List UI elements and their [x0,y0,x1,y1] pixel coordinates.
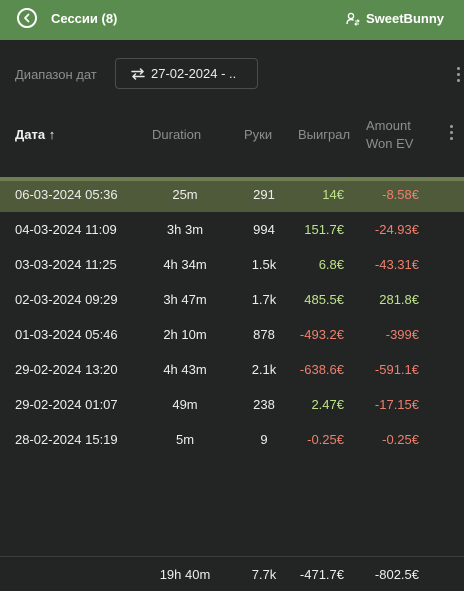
cell-date: 03-03-2024 11:25 [15,257,117,272]
cell-date: 06-03-2024 05:36 [15,187,118,202]
table-row[interactable]: 02-03-2024 09:29 3h 47m 1.7k 485.5€ 281.… [0,282,464,317]
cell-date: 01-03-2024 05:46 [15,327,118,342]
date-range-button[interactable]: 27-02-2024 - .. [115,58,258,89]
cell-duration: 5m [175,432,195,447]
cell-duration: 25m [172,187,198,202]
date-range-label: Диапазон дат [15,67,97,82]
cell-hands: 1.7k [251,292,277,307]
cell-date: 28-02-2024 15:19 [15,432,118,447]
cell-won: 14€ [322,187,344,202]
table-row[interactable]: 28-02-2024 15:19 5m 9 -0.25€ -0.25€ [0,422,464,457]
footer-divider [0,556,464,557]
cell-duration: 3h 47m [163,292,207,307]
cell-duration: 49m [172,397,198,412]
cell-hands: 9 [260,432,268,447]
total-ev: -802.5€ [374,567,419,582]
cell-duration: 2h 10m [163,327,207,342]
cell-hands: 994 [253,222,275,237]
cell-date: 29-02-2024 13:20 [15,362,118,377]
cell-ev: -24.93€ [374,222,419,237]
cell-hands: 878 [253,327,275,342]
back-arrow-icon[interactable] [17,8,37,28]
user-switch-button[interactable]: SweetBunny [346,11,444,26]
cell-duration: 3h 3m [166,222,204,237]
kebab-menu-icon[interactable] [450,125,454,143]
cell-ev: -399€ [385,327,419,342]
cell-hands: 1.5k [251,257,277,272]
total-hands: 7.7k [251,567,277,582]
column-header-date[interactable]: Дата ↑ [15,127,56,142]
cell-won: -0.25€ [307,432,344,447]
sort-up-icon: ↑ [48,127,56,142]
cell-won: 151.7€ [304,222,344,237]
column-header-hands[interactable]: Руки [244,127,273,142]
swap-arrows-icon [131,67,145,80]
cell-ev: -43.31€ [374,257,419,272]
cell-duration: 4h 34m [163,257,207,272]
cell-ev: -0.25€ [382,432,419,447]
table-row[interactable]: 03-03-2024 11:25 4h 34m 1.5k 6.8€ -43.31… [0,247,464,282]
total-won: -471.7€ [299,567,344,582]
cell-duration: 4h 43m [163,362,207,377]
cell-ev: -17.15€ [374,397,419,412]
user-switch-icon [346,12,360,26]
total-duration: 19h 40m [159,567,211,582]
table-row[interactable]: 04-03-2024 11:09 3h 3m 994 151.7€ -24.93… [0,212,464,247]
cell-hands: 291 [253,187,275,202]
top-bar: Сессии (8) SweetBunny [0,0,464,40]
cell-won: -638.6€ [299,362,344,377]
column-header-amount-won-ev[interactable]: Amount Won EV [366,118,414,151]
column-header-duration[interactable]: Duration [152,127,202,142]
table-row[interactable]: 29-02-2024 13:20 4h 43m 2.1k -638.6€ -59… [0,352,464,387]
cell-date: 02-03-2024 09:29 [15,292,118,307]
cell-won: 2.47€ [311,397,344,412]
kebab-menu-icon[interactable] [457,67,461,85]
cell-hands: 238 [253,397,275,412]
cell-won: 485.5€ [304,292,344,307]
username: SweetBunny [365,11,444,26]
sessions-table: 06-03-2024 05:36 25m 291 14€ -8.58€ 04-0… [0,177,464,457]
cell-won: 6.8€ [318,257,344,272]
table-row[interactable]: 01-03-2024 05:46 2h 10m 878 -493.2€ -399… [0,317,464,352]
cell-date: 04-03-2024 11:09 [15,222,117,237]
cell-won: -493.2€ [299,327,344,342]
cell-ev: 281.8€ [379,292,419,307]
cell-ev: -8.58€ [382,187,419,202]
cell-date: 29-02-2024 01:07 [15,397,118,412]
page-title: Сессии (8) [51,11,118,26]
table-row[interactable]: 06-03-2024 05:36 25m 291 14€ -8.58€ [0,177,464,212]
date-range-value: 27-02-2024 - .. [151,66,237,81]
cell-hands: 2.1k [251,362,277,377]
column-header-won[interactable]: Выиграл [298,127,351,142]
cell-ev: -591.1€ [374,362,419,377]
table-row[interactable]: 29-02-2024 01:07 49m 238 2.47€ -17.15€ [0,387,464,422]
